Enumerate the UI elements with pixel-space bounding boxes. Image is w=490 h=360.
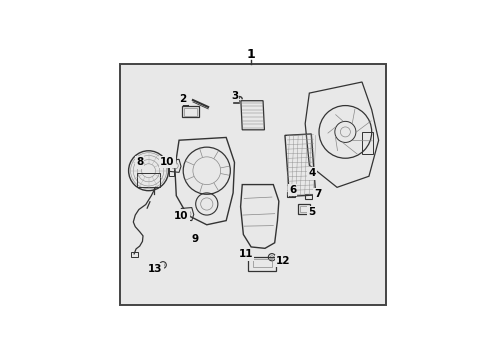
Bar [300, 206, 308, 212]
Text: 13: 13 [148, 264, 163, 274]
Bar [120, 64, 386, 305]
Bar [362, 132, 373, 154]
Bar [248, 257, 276, 270]
Text: 10: 10 [174, 211, 189, 221]
Text: 2: 2 [180, 94, 187, 104]
Text: 9: 9 [192, 234, 198, 244]
Bar [184, 108, 197, 116]
Text: 12: 12 [276, 256, 290, 266]
Text: 4: 4 [308, 168, 316, 179]
Bar [252, 258, 272, 267]
Bar [305, 194, 312, 199]
Text: 10: 10 [160, 157, 174, 167]
Bar [298, 204, 310, 214]
Bar [130, 252, 138, 257]
Bar [287, 192, 294, 197]
Text: 6: 6 [289, 185, 296, 195]
Text: 7: 7 [314, 189, 321, 199]
Text: 1: 1 [247, 48, 255, 61]
Bar [182, 105, 199, 117]
Bar [169, 165, 174, 176]
Text: 5: 5 [309, 207, 316, 217]
Text: 11: 11 [238, 249, 253, 260]
Text: 8: 8 [136, 157, 143, 167]
Bar [138, 174, 160, 187]
Text: 3: 3 [231, 91, 238, 101]
